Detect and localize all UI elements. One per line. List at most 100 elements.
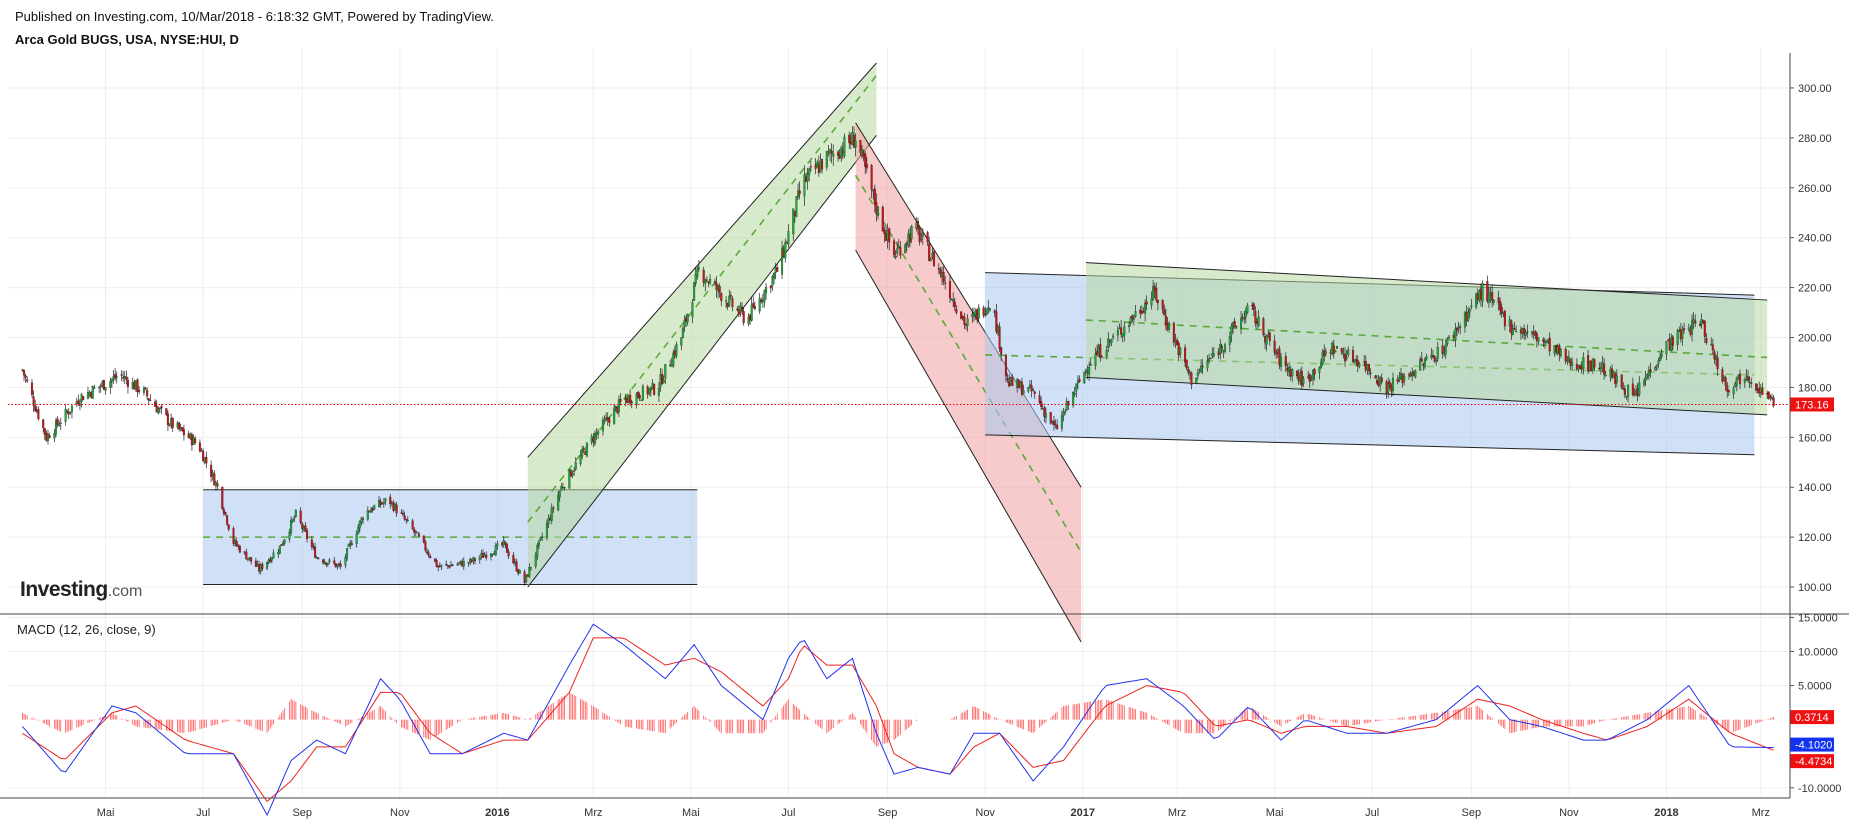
candle	[1569, 358, 1572, 370]
candle-body	[1044, 413, 1047, 419]
candle-body	[1083, 371, 1086, 384]
candle	[384, 497, 387, 506]
candle	[56, 416, 59, 428]
candle	[568, 469, 571, 489]
candle-body	[539, 537, 542, 541]
candle	[1243, 310, 1246, 324]
candle-body	[563, 487, 566, 489]
candle-body	[694, 274, 697, 284]
candle	[339, 560, 342, 570]
candle	[971, 307, 974, 323]
candle-body	[640, 399, 643, 401]
candle	[649, 386, 652, 397]
candle	[283, 539, 286, 546]
candle	[1030, 379, 1033, 398]
candle-body	[42, 419, 45, 428]
candle-body	[1468, 309, 1471, 313]
candle	[147, 398, 150, 406]
candle	[1441, 339, 1444, 359]
candle	[672, 349, 675, 368]
candle-body	[1724, 377, 1727, 386]
candle	[892, 237, 896, 258]
candle-body	[641, 386, 644, 400]
candle	[293, 515, 296, 523]
candle-body	[1487, 292, 1490, 303]
candle	[299, 507, 302, 525]
candle-body	[763, 290, 766, 303]
candle	[582, 445, 585, 453]
candle	[753, 301, 756, 311]
candle-body	[928, 243, 931, 261]
candle-body	[1499, 301, 1502, 310]
candle-body	[496, 543, 499, 546]
candle	[784, 238, 787, 263]
candle	[194, 435, 197, 445]
candle	[854, 133, 857, 157]
candle	[1321, 348, 1324, 366]
candle	[1537, 337, 1540, 346]
candle-body	[1212, 353, 1215, 356]
candle-body	[136, 379, 139, 393]
candle	[505, 543, 509, 553]
candle	[224, 511, 227, 517]
candle-body	[742, 311, 745, 323]
candle-body	[1638, 382, 1641, 395]
candle	[1032, 387, 1035, 392]
candle	[1335, 345, 1339, 349]
candle-body	[267, 560, 270, 564]
candle	[932, 250, 936, 267]
investing-logo: Investing.com	[20, 578, 142, 602]
candle	[102, 379, 105, 391]
candle-body	[401, 513, 405, 515]
candle	[987, 300, 990, 314]
candle	[446, 564, 449, 569]
trend-channels	[203, 62, 1768, 643]
macd-hist-badge-bg	[1790, 710, 1834, 725]
candle	[1627, 383, 1630, 403]
candle-body	[657, 388, 660, 396]
candle-body	[1716, 357, 1719, 370]
candle-body	[1345, 356, 1348, 360]
candle	[1011, 374, 1014, 387]
candle	[1748, 375, 1751, 388]
candle	[379, 498, 382, 508]
candle-body	[728, 295, 731, 306]
candle-body	[1659, 356, 1662, 361]
candle	[1073, 386, 1076, 398]
candle-body	[541, 536, 544, 539]
candle-body	[1643, 381, 1646, 385]
candle-body	[1627, 385, 1630, 398]
candle	[478, 554, 481, 564]
candle	[1705, 333, 1708, 346]
candle	[1738, 369, 1742, 390]
candle	[395, 501, 398, 517]
candle-body	[704, 280, 707, 284]
candle	[1233, 317, 1236, 328]
candle-body	[406, 519, 409, 521]
candle-body	[988, 308, 991, 311]
candle	[608, 416, 611, 427]
candle	[1049, 411, 1052, 425]
candle-body	[222, 509, 225, 514]
candle	[1347, 346, 1350, 358]
candle	[1499, 297, 1502, 316]
candle-body	[926, 232, 929, 243]
candle-body	[876, 206, 880, 216]
candle-body	[446, 564, 449, 567]
candle-body	[1470, 305, 1473, 308]
candle	[1523, 324, 1526, 340]
candle	[952, 292, 955, 307]
candle	[1163, 304, 1166, 316]
candle	[1727, 389, 1730, 397]
candle	[1444, 339, 1447, 360]
candle-body	[536, 544, 539, 557]
candle	[210, 460, 213, 483]
candle	[1072, 391, 1075, 408]
candle-body	[1089, 364, 1092, 366]
candle	[1703, 319, 1706, 344]
candle-body	[525, 574, 528, 583]
candle-body	[1367, 364, 1371, 372]
candle-body	[579, 455, 582, 464]
candle	[1623, 384, 1626, 399]
